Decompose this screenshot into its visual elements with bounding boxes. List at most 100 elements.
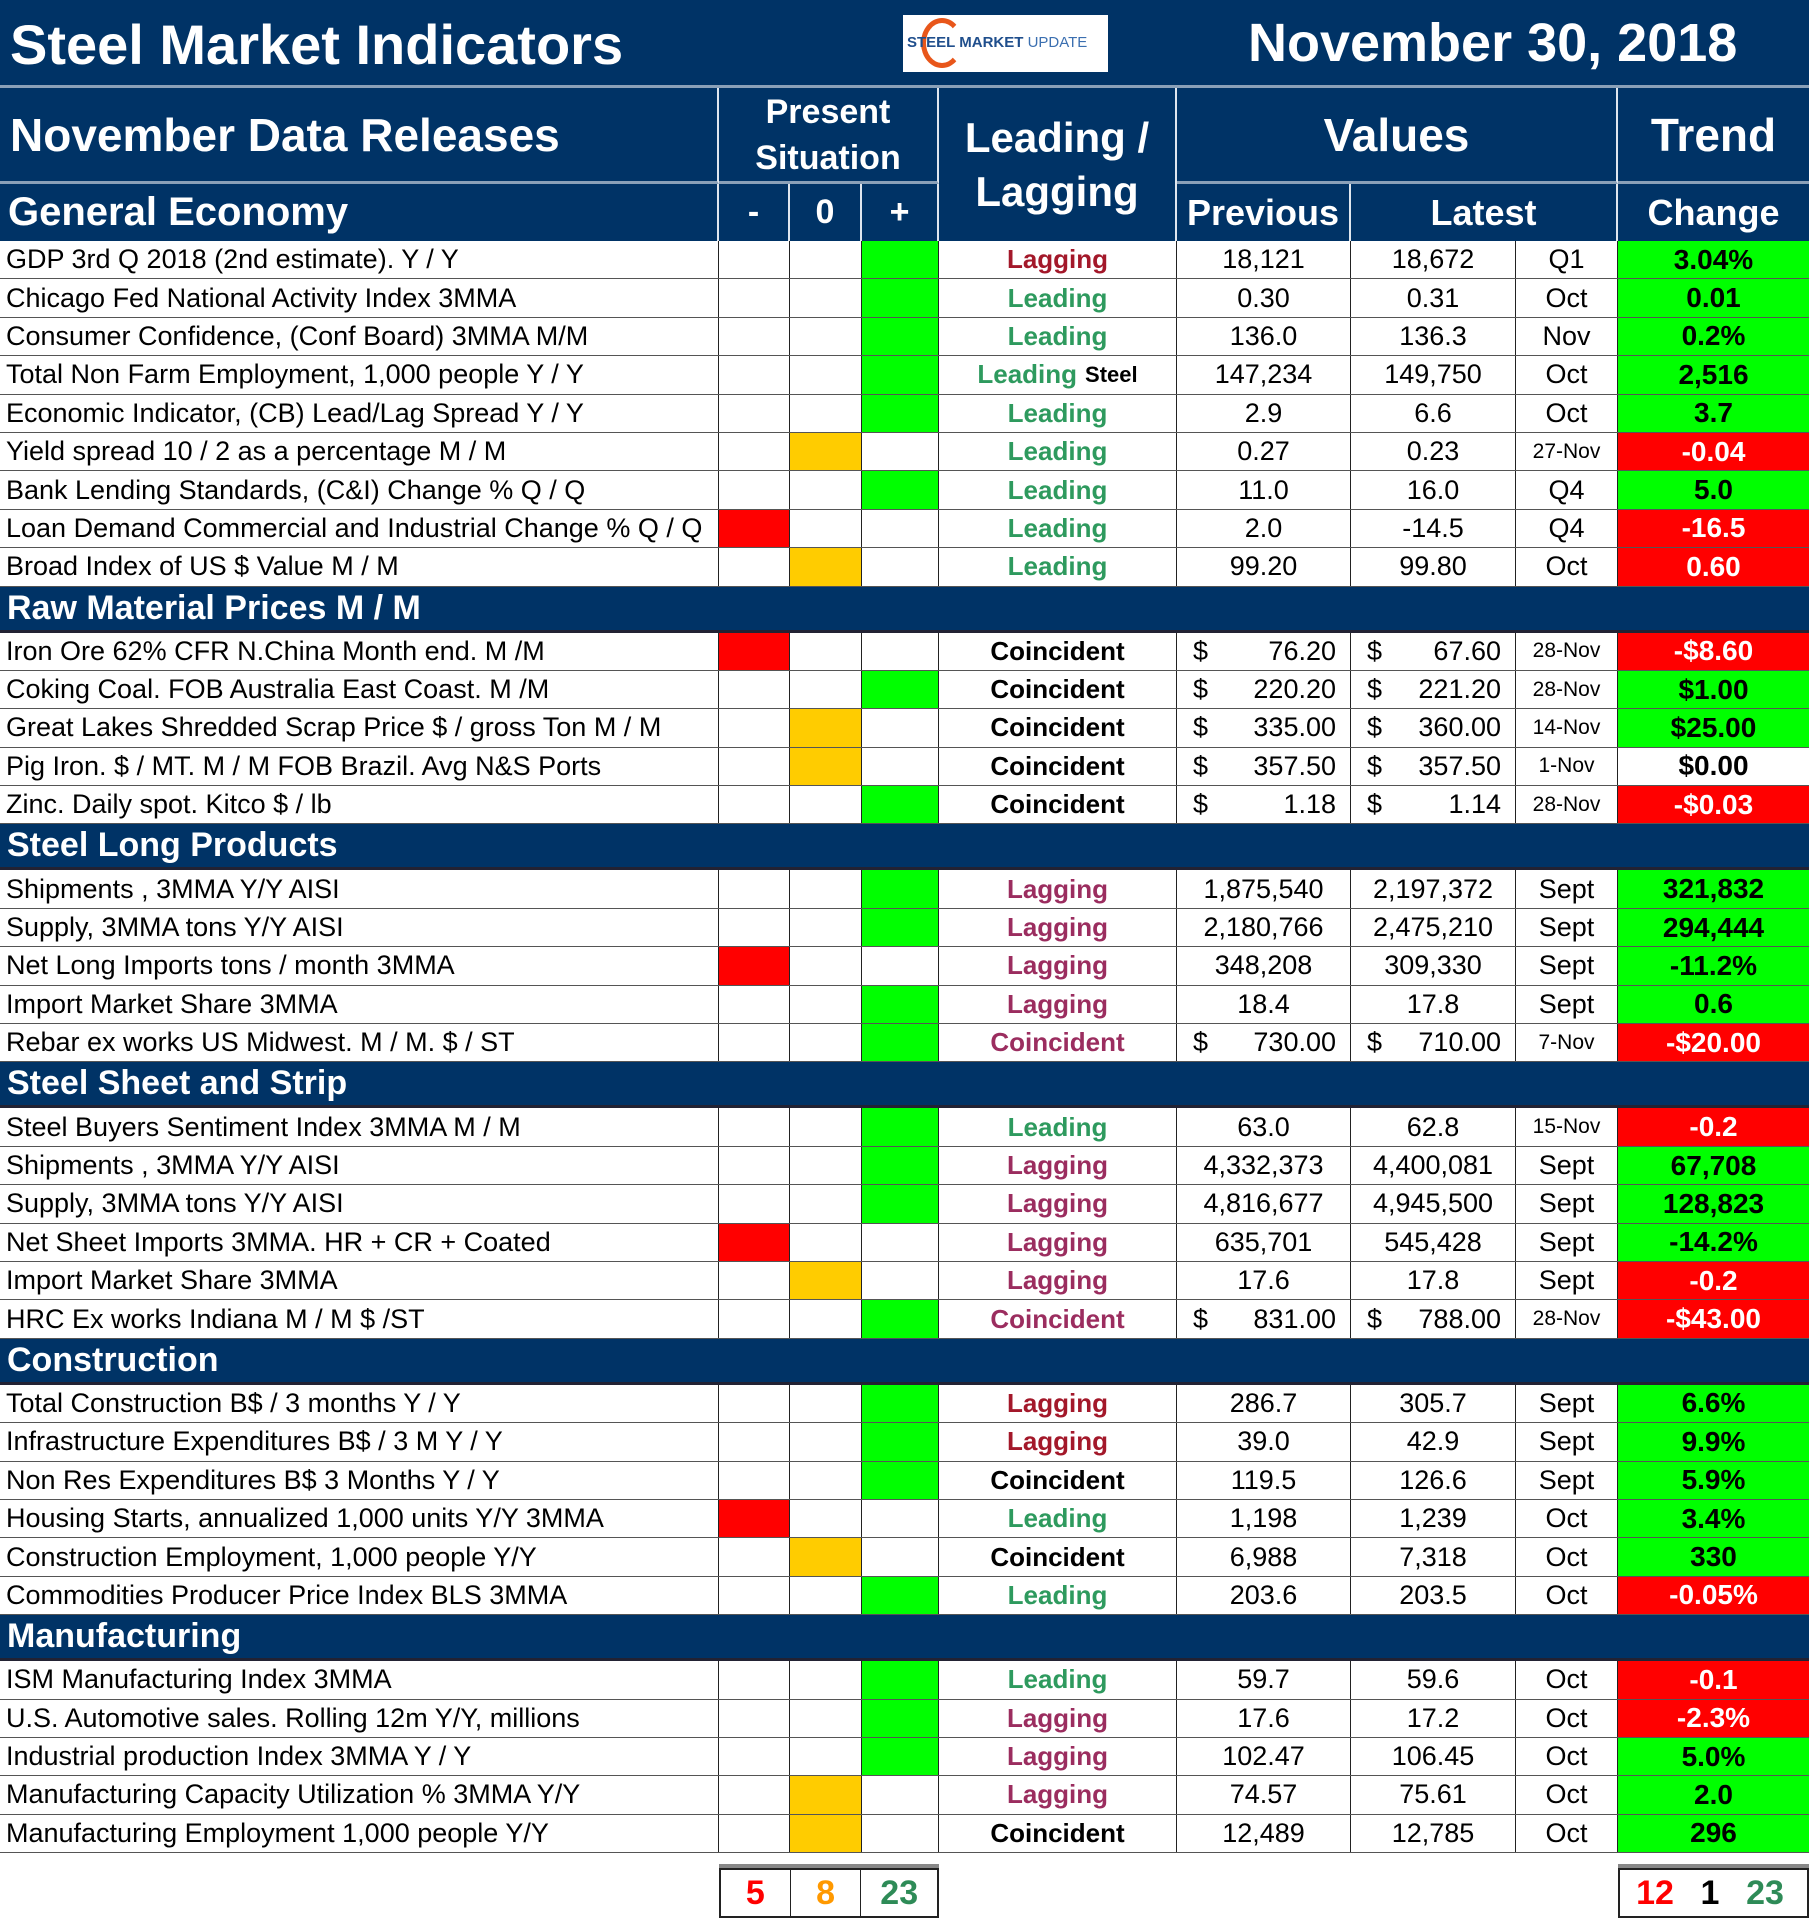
amount: 1.14: [1448, 789, 1501, 820]
latest-value: 17.2: [1351, 1699, 1516, 1737]
trend-change: 3.7: [1618, 394, 1809, 432]
latest-value: 16.0: [1351, 471, 1516, 509]
situation-negative-cell: [719, 394, 790, 432]
situation-positive-cell: [862, 1384, 939, 1423]
table-row: Economic Indicator, (CB) Lead/Lag Spread…: [0, 394, 1809, 433]
release-period: Sept: [1516, 1423, 1618, 1461]
indicator-type: Coincident: [939, 1814, 1177, 1853]
situation-positive-cell: [862, 908, 939, 947]
trend-positive-count: 23: [1746, 1873, 1784, 1912]
indicator-type: Leading: [939, 394, 1177, 432]
indicator-label: Coking Coal. FOB Australia East Coast. M…: [0, 670, 719, 709]
latest-value: 2,475,210: [1351, 908, 1516, 947]
situation-positive-cell: [862, 548, 939, 586]
previous-value: 18.4: [1177, 985, 1351, 1024]
table-row: Yield spread 10 / 2 as a percentage M / …: [0, 432, 1809, 472]
latest-value: 0.23: [1351, 432, 1516, 471]
indicator-type-label: Lagging: [1006, 1188, 1109, 1219]
latest-value: 18,672: [1351, 241, 1516, 279]
release-period: Oct: [1516, 279, 1618, 317]
section-header: Construction: [0, 1338, 1809, 1385]
table-row: Bank Lending Standards, (C&I) Change % Q…: [0, 471, 1809, 510]
previous-value: 17.6: [1177, 1261, 1351, 1300]
situation-negative-cell: [719, 947, 790, 985]
previous-value: 102.47: [1177, 1737, 1351, 1776]
table-row: Supply, 3MMA tons Y/Y AISI Lagging 4,816,6…: [0, 1185, 1809, 1224]
indicator-type: Coincident: [939, 786, 1177, 824]
release-period: 15-Nov: [1516, 1108, 1618, 1146]
latest-value: 59.6: [1351, 1661, 1516, 1699]
indicator-label: Infrastructure Expenditures B$ / 3 M Y /…: [0, 1423, 719, 1461]
situation-negative-cell: [719, 1261, 790, 1300]
trend-change: -2.3%: [1618, 1699, 1809, 1737]
situation-negative-cell: [719, 1384, 790, 1423]
situation-neutral-cell: [790, 709, 862, 747]
indicator-type-label: Leading: [1007, 1111, 1108, 1142]
trend-totals: 12 1 23: [1618, 1868, 1809, 1918]
situation-neutral-cell: [790, 1699, 862, 1737]
previous-value: 2.9: [1177, 394, 1351, 432]
previous-heading: Previous: [1177, 184, 1351, 241]
amount: 831.00: [1253, 1303, 1336, 1334]
indicator-type-label: Lagging: [1006, 244, 1109, 275]
situation-neutral-cell: [790, 1108, 862, 1146]
indicator-type-label: Coincident: [990, 635, 1125, 666]
indicator-type-label: Coincident: [990, 750, 1125, 781]
previous-value: 1,875,540: [1177, 870, 1351, 908]
indicator-type-label: Coincident: [990, 1303, 1125, 1334]
indicator-type: Leading: [939, 471, 1177, 509]
indicator-label: Zinc. Daily spot. Kitco $ / lb: [0, 786, 719, 824]
situation-negative-cell: [719, 1223, 790, 1261]
values-heading: Values: [1177, 88, 1618, 184]
situation-negative-cell: [719, 356, 790, 394]
previous-value: $1.18: [1177, 786, 1351, 824]
amount: 730.00: [1253, 1027, 1336, 1058]
release-period: Sept: [1516, 1261, 1618, 1300]
currency-symbol: $: [1193, 635, 1209, 666]
previous-value: 74.57: [1177, 1776, 1351, 1814]
currency-symbol: $: [1367, 1027, 1383, 1058]
table-row: Total Construction B$ / 3 months Y / Y La…: [0, 1384, 1809, 1424]
indicator-label: Shipments , 3MMA Y/Y AISI: [0, 1146, 719, 1185]
trend-change: $25.00: [1618, 709, 1809, 747]
indicator-type: Coincident: [939, 1024, 1177, 1062]
indicator-type-label: Coincident: [990, 674, 1125, 705]
latest-value: 12,785: [1351, 1814, 1516, 1853]
release-period: Nov: [1516, 317, 1618, 356]
situation-positive-cell: [862, 1223, 939, 1261]
situation-negative-cell: [719, 632, 790, 670]
situation-neutral-cell: [790, 1499, 862, 1538]
indicator-type: Leading: [939, 1108, 1177, 1146]
indicator-label: Steel Buyers Sentiment Index 3MMA M / M: [0, 1108, 719, 1146]
situation-negative-cell: [719, 1661, 790, 1699]
present-situation-heading: Present Situation: [719, 88, 939, 184]
trend-neutral-count: 1: [1700, 1873, 1720, 1912]
latest-value: $360.00: [1351, 709, 1516, 747]
indicator-label: Chicago Fed National Activity Index 3MMA: [0, 279, 719, 317]
situation-negative-cell: [719, 1776, 790, 1814]
indicator-label: Shipments , 3MMA Y/Y AISI: [0, 870, 719, 908]
table-row: HRC Ex works Indiana M / M $ /ST Coincide…: [0, 1300, 1809, 1339]
situation-neutral-cell: [790, 432, 862, 471]
situation-negative-cell: [719, 1146, 790, 1185]
situation-neutral-cell: [790, 870, 862, 908]
indicator-type-label: Leading: [1007, 397, 1108, 428]
situation-neutral-cell: [790, 947, 862, 985]
latest-value: 62.8: [1351, 1108, 1516, 1146]
situation-positive-cell: [862, 1538, 939, 1576]
indicator-type-label: Coincident: [990, 789, 1125, 820]
situation-positive-cell: [862, 870, 939, 908]
indicator-type-label: Lagging: [1006, 950, 1109, 981]
indicator-label: Economic Indicator, (CB) Lead/Lag Spread…: [0, 394, 719, 432]
table-row: Chicago Fed National Activity Index 3MMA…: [0, 279, 1809, 318]
indicator-type: Leading: [939, 1661, 1177, 1699]
indicator-type: Lagging: [939, 1699, 1177, 1737]
indicator-type: Leading: [939, 548, 1177, 586]
indicator-type: Coincident: [939, 1461, 1177, 1499]
trend-change: -$20.00: [1618, 1024, 1809, 1062]
release-period: Oct: [1516, 1538, 1618, 1576]
table-row: Shipments , 3MMA Y/Y AISI Lagging 1,875,54…: [0, 870, 1809, 909]
situation-negative-cell: [719, 1461, 790, 1499]
situation-neutral-cell: [790, 1576, 862, 1615]
report-date: November 30, 2018: [1248, 13, 1738, 73]
